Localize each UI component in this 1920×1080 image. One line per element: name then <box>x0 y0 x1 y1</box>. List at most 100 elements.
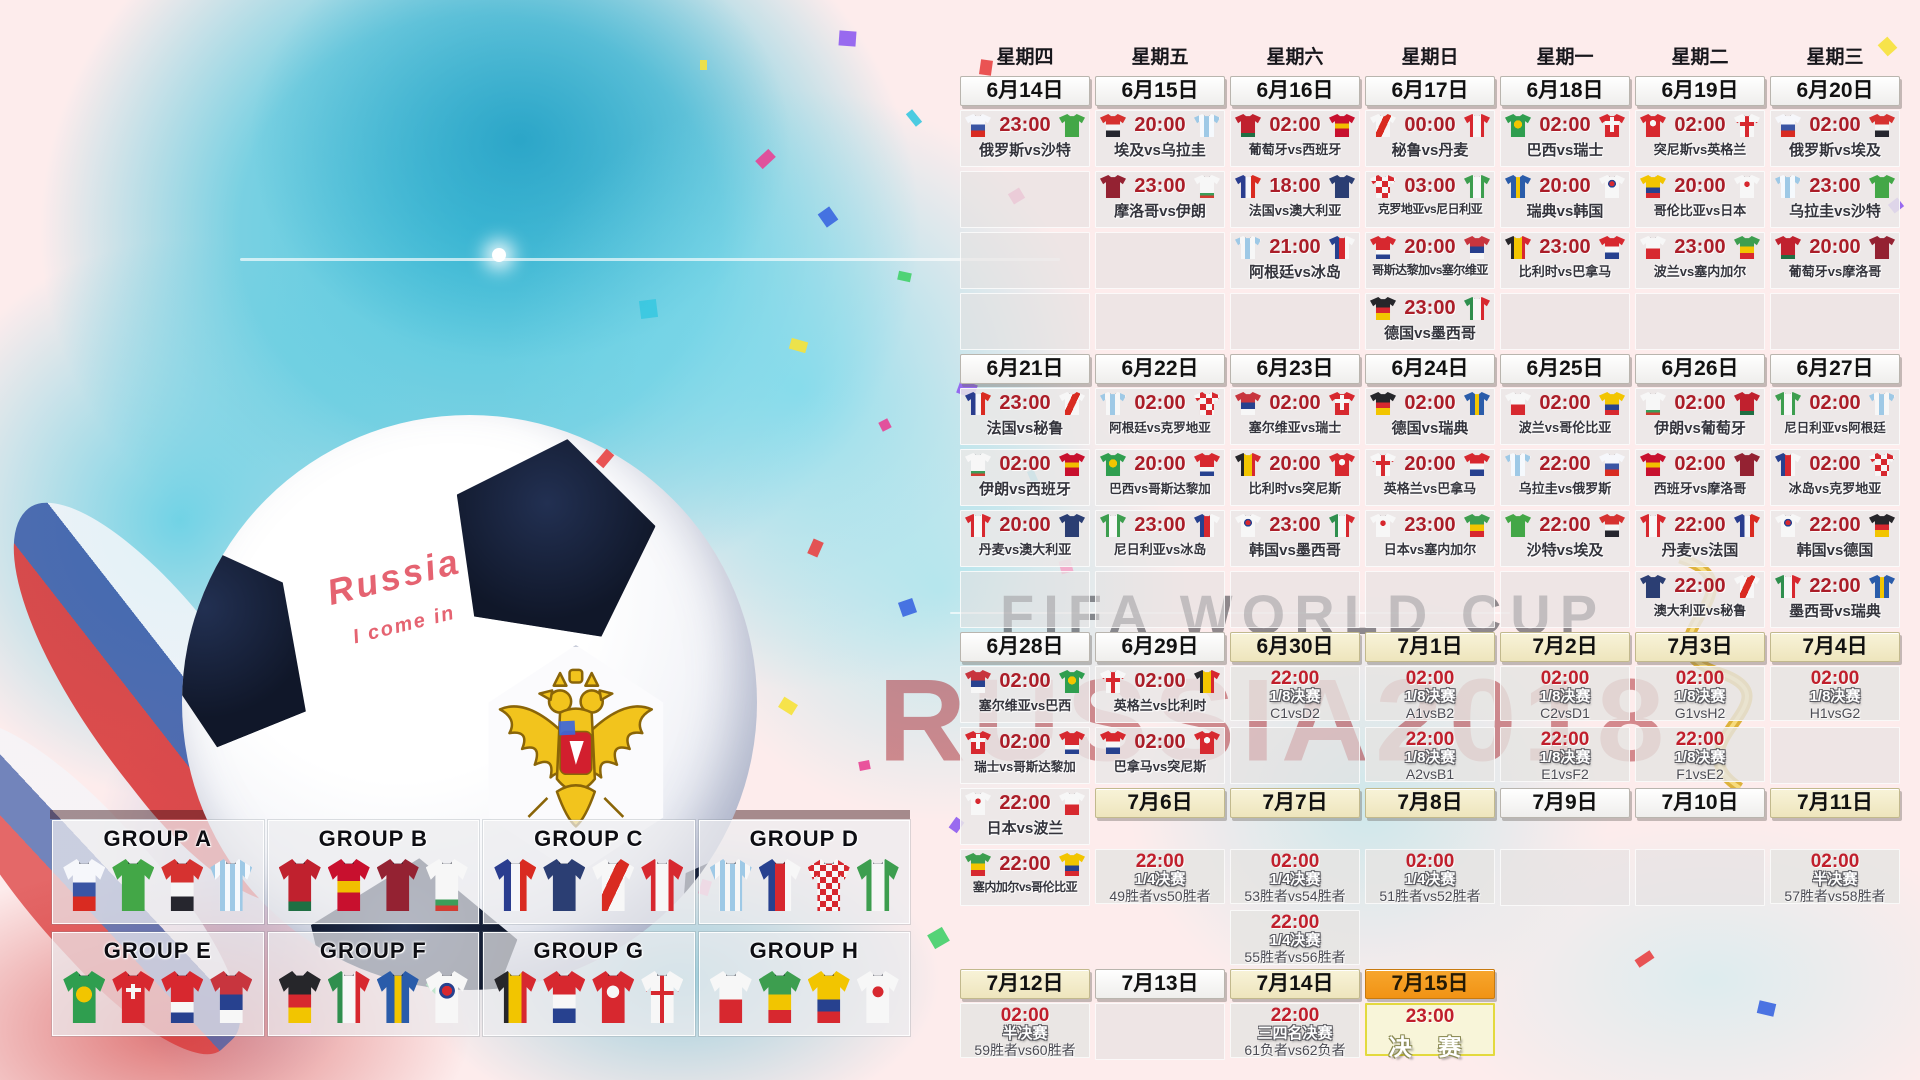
weekday-label: 星期一 <box>1536 47 1594 68</box>
date-button[interactable]: 6月29日 <box>1095 632 1225 662</box>
jersey-icon-home <box>1100 175 1126 198</box>
match-card: 20:00 丹麦vs澳大利亚 <box>960 510 1090 567</box>
match-card-top: 23:00 <box>1501 233 1629 259</box>
date-button[interactable]: 7月10日 <box>1635 788 1765 818</box>
jersey-icon-home <box>1370 297 1396 320</box>
jersey-icon-home <box>1100 514 1126 537</box>
stage-name: 1/8决赛 <box>1674 749 1726 766</box>
match-card-top: 02:00 <box>1771 111 1899 137</box>
stage-card: 02:00 1/8决赛 C2vsD1 <box>1500 666 1630 721</box>
calendar: 星期四 星期五 星期六 星期日 星期一 星期二 星期三 6月14日 6月15日 6月16日 6月17… <box>960 46 1900 1064</box>
date-button[interactable]: 7月8日 <box>1365 788 1495 818</box>
stage-name: 1/4决赛 <box>1404 871 1456 888</box>
match-card-top: 02:00 <box>961 728 1089 754</box>
match-time: 22:00 <box>1674 514 1726 536</box>
empty-slot <box>1635 969 1765 970</box>
match-label: 尼日利亚vs阿根廷 <box>1784 421 1886 435</box>
date-button[interactable]: 6月30日 <box>1230 632 1360 662</box>
match-card: 00:00 秘鲁vs丹麦 <box>1365 110 1495 167</box>
date-button[interactable]: 7月2日 <box>1500 632 1630 662</box>
stage-time: 02:00 <box>1270 851 1320 872</box>
date-button[interactable]: 6月19日 <box>1635 76 1765 106</box>
date-button[interactable]: 6月16日 <box>1230 76 1360 106</box>
empty-cell <box>960 232 1090 289</box>
date-button[interactable]: 7月4日 <box>1770 632 1900 662</box>
date-button[interactable]: 7月14日 <box>1230 969 1360 999</box>
match-time: 02:00 <box>1539 114 1591 136</box>
match-time: 02:00 <box>999 670 1051 692</box>
jersey-icon <box>425 971 468 1023</box>
empty-cell <box>1500 849 1630 906</box>
stage-card: 22:00 1/8决赛 A2vsB1 <box>1365 727 1495 782</box>
date-button[interactable]: 6月25日 <box>1500 354 1630 384</box>
jersey-icon-home <box>965 392 991 415</box>
empty-cell <box>1095 571 1225 628</box>
match-card-top: 20:00 <box>1096 450 1224 476</box>
date-button[interactable]: 7月13日 <box>1095 969 1225 999</box>
match-card: 22:00 韩国vs德国 <box>1770 510 1900 567</box>
date-button[interactable]: 6月28日 <box>960 632 1090 662</box>
double-headed-eagle-icon <box>498 668 654 828</box>
jersey-icon-away <box>1869 236 1895 259</box>
stage-pair: E1vsF2 <box>1541 766 1589 782</box>
group-title: GROUP G <box>533 938 644 963</box>
date-button[interactable]: 7月11日 <box>1770 788 1900 818</box>
date-button[interactable]: 7月1日 <box>1365 632 1495 662</box>
date-button[interactable]: 7月12日 <box>960 969 1090 999</box>
jersey-icon-home <box>1505 175 1531 198</box>
jersey-icon-home <box>1235 114 1261 137</box>
match-label: 葡萄牙vs摩洛哥 <box>1788 264 1882 279</box>
date-button[interactable]: 6月14日 <box>960 76 1090 106</box>
match-card: 23:00 尼日利亚vs冰岛 <box>1095 510 1225 567</box>
date-button[interactable]: 6月17日 <box>1365 76 1495 106</box>
jersey-icon-home <box>1640 236 1666 259</box>
date-button[interactable]: 6月26日 <box>1635 354 1765 384</box>
match-label: 阿根廷vs克罗地亚 <box>1109 421 1211 435</box>
stage-name: 1/8决赛 <box>1404 688 1456 705</box>
date-button[interactable]: 6月22日 <box>1095 354 1225 384</box>
match-label: 阿根廷vs冰岛 <box>1249 264 1341 281</box>
match-label: 韩国vs墨西哥 <box>1249 542 1341 559</box>
match-card: 18:00 法国vs澳大利亚 <box>1230 171 1360 228</box>
group-jerseys <box>484 971 694 1023</box>
stage-time: 02:00 <box>1810 668 1860 689</box>
date-button[interactable]: 6月23日 <box>1230 354 1360 384</box>
jersey-icon <box>376 971 419 1023</box>
stage-time: 02:00 <box>1810 851 1860 872</box>
stage-name: 三四名决赛 <box>1257 1025 1333 1042</box>
date-button[interactable]: 6月24日 <box>1365 354 1495 384</box>
date-button[interactable]: 6月21日 <box>960 354 1090 384</box>
jersey-icon-away <box>1599 236 1625 259</box>
match-time: 23:00 <box>1404 514 1456 536</box>
date-button[interactable]: 7月3日 <box>1635 632 1765 662</box>
date-button[interactable]: 6月18日 <box>1500 76 1630 106</box>
match-card-top: 22:00 <box>961 850 1089 876</box>
match-time: 20:00 <box>1809 236 1861 258</box>
date-button[interactable]: 7月6日 <box>1095 788 1225 818</box>
date-button[interactable]: 6月27日 <box>1770 354 1900 384</box>
match-label: 比利时vs巴拿马 <box>1518 264 1612 279</box>
jersey-icon <box>543 971 586 1023</box>
jersey-icon <box>856 859 899 911</box>
jersey-icon <box>425 859 468 911</box>
date-button[interactable]: 6月20日 <box>1770 76 1900 106</box>
date-button[interactable]: 6月15日 <box>1095 76 1225 106</box>
stage-pair: A2vsB1 <box>1405 766 1455 782</box>
match-time: 20:00 <box>1674 175 1726 197</box>
match-card: 20:00 比利时vs突尼斯 <box>1230 449 1360 506</box>
jersey-icon-home <box>1640 175 1666 198</box>
jersey-icon-home <box>1370 392 1396 415</box>
match-card-top: 22:00 <box>961 789 1089 815</box>
match-time: 22:00 <box>1674 575 1726 597</box>
date-button[interactable]: 7月7日 <box>1230 788 1360 818</box>
jersey-icon <box>112 859 155 911</box>
match-time: 03:00 <box>1404 175 1456 197</box>
date-button[interactable]: 7月9日 <box>1500 788 1630 818</box>
empty-cell <box>1095 1003 1225 1060</box>
jersey-icon <box>327 859 370 911</box>
jersey-icon <box>210 859 253 911</box>
date-button[interactable]: 7月15日 <box>1365 969 1495 999</box>
empty-cell <box>960 571 1090 628</box>
jersey-icon-away <box>1329 175 1355 198</box>
jersey-icon <box>376 859 419 911</box>
